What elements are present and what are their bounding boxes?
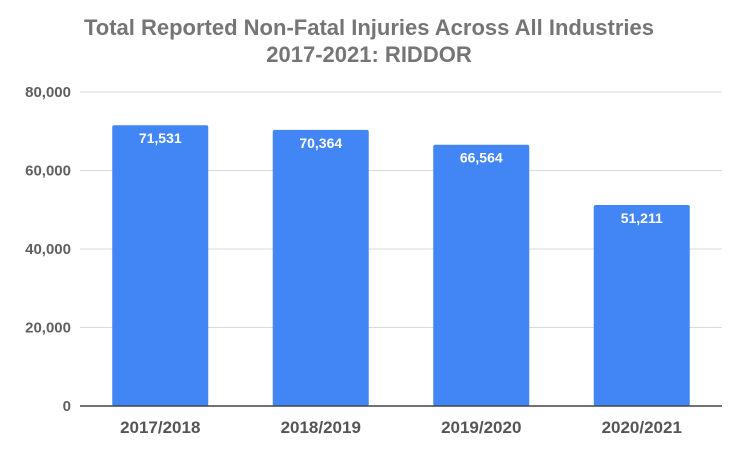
data-label: 66,564 (460, 150, 503, 166)
y-tick-label: 40,000 (25, 241, 71, 258)
bar (433, 144, 530, 406)
bar (112, 125, 209, 407)
x-tick-label: 2020/2021 (602, 418, 682, 437)
x-tick-label: 2017/2018 (120, 418, 200, 437)
chart-title-line-2: 2017-2021: RIDDOR (266, 42, 472, 67)
y-tick-label: 20,000 (25, 320, 71, 337)
y-tick-label: 80,000 (25, 84, 71, 101)
x-tick-label: 2019/2020 (441, 418, 521, 437)
y-tick-label: 60,000 (25, 163, 71, 180)
chart-title: Total Reported Non-Fatal Injuries Across… (0, 14, 738, 68)
chart-title-line-1: Total Reported Non-Fatal Injuries Across… (83, 15, 655, 40)
data-label: 70,364 (299, 135, 342, 151)
data-label: 51,211 (621, 210, 663, 226)
bar (272, 129, 369, 407)
data-label: 71,531 (139, 130, 182, 146)
bar (593, 204, 690, 406)
x-tick-label: 2018/2019 (281, 418, 361, 437)
y-tick-label: 0 (63, 398, 71, 415)
